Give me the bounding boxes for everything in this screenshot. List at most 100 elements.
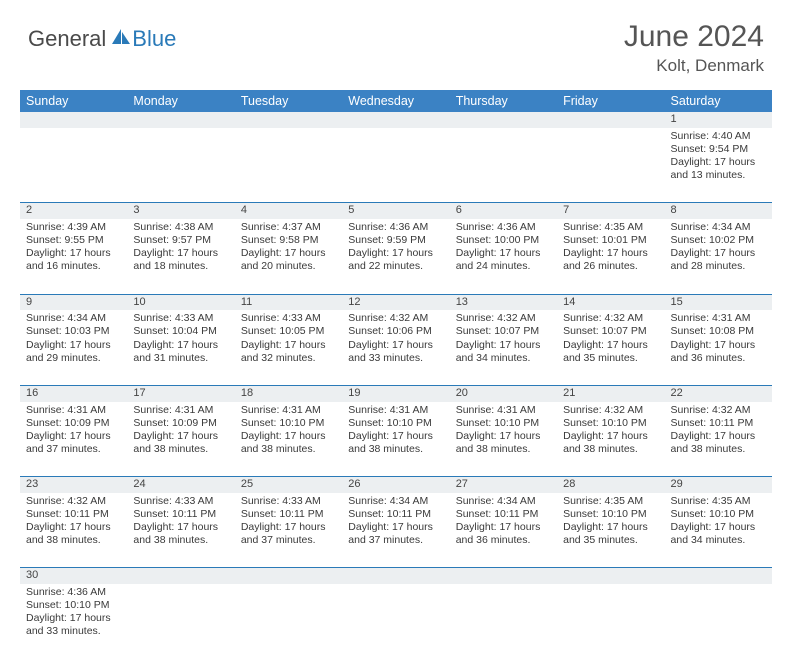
day-content-cell: Sunrise: 4:31 AMSunset: 10:10 PMDaylight… [235,402,342,477]
day-content-row: Sunrise: 4:34 AMSunset: 10:03 PMDaylight… [20,310,772,385]
sunset-text: Sunset: 10:09 PM [26,417,121,430]
day-content-cell: Sunrise: 4:31 AMSunset: 10:09 PMDaylight… [20,402,127,477]
sunrise-text: Sunrise: 4:34 AM [456,495,551,508]
day-number-cell: 3 [127,203,234,219]
sunset-text: Sunset: 10:08 PM [671,325,766,338]
day-content-cell: Sunrise: 4:33 AMSunset: 10:05 PMDaylight… [235,310,342,385]
daylight-text: Daylight: 17 hours [241,430,336,443]
sunset-text: Sunset: 9:54 PM [671,143,766,156]
daylight-text: and 31 minutes. [133,352,228,365]
sunset-text: Sunset: 9:57 PM [133,234,228,247]
daylight-text: and 38 minutes. [456,443,551,456]
daylight-text: Daylight: 17 hours [671,247,766,260]
sunrise-text: Sunrise: 4:36 AM [456,221,551,234]
weekday-header: Tuesday [235,90,342,112]
daylight-text: and 37 minutes. [241,534,336,547]
sunrise-text: Sunrise: 4:38 AM [133,221,228,234]
day-content-cell [557,584,664,659]
sunrise-text: Sunrise: 4:31 AM [241,404,336,417]
daylight-text: Daylight: 17 hours [456,430,551,443]
day-content-cell: Sunrise: 4:31 AMSunset: 10:10 PMDaylight… [450,402,557,477]
daylight-text: and 22 minutes. [348,260,443,273]
sunset-text: Sunset: 10:07 PM [456,325,551,338]
sunrise-text: Sunrise: 4:37 AM [241,221,336,234]
day-number-cell: 2 [20,203,127,219]
weekday-header: Thursday [450,90,557,112]
sunrise-text: Sunrise: 4:34 AM [26,312,121,325]
day-number-cell: 5 [342,203,449,219]
daylight-text: and 33 minutes. [26,625,121,638]
day-number-cell: 24 [127,477,234,493]
weekday-header: Monday [127,90,234,112]
day-number-cell [235,568,342,584]
sunset-text: Sunset: 10:10 PM [241,417,336,430]
day-content-cell: Sunrise: 4:37 AMSunset: 9:58 PMDaylight:… [235,219,342,294]
daylight-text: Daylight: 17 hours [26,521,121,534]
daylight-text: and 38 minutes. [133,443,228,456]
daylight-text: Daylight: 17 hours [133,430,228,443]
day-content-cell [665,584,772,659]
day-content-cell [127,584,234,659]
daylight-text: and 38 minutes. [26,534,121,547]
day-number-row: 2345678 [20,203,772,219]
daylight-text: and 35 minutes. [563,534,658,547]
daylight-text: Daylight: 17 hours [26,339,121,352]
daylight-text: Daylight: 17 hours [241,339,336,352]
sunrise-text: Sunrise: 4:40 AM [671,130,766,143]
sunset-text: Sunset: 10:11 PM [456,508,551,521]
day-number-cell: 25 [235,477,342,493]
sunset-text: Sunset: 10:10 PM [671,508,766,521]
day-number-cell: 7 [557,203,664,219]
day-number-cell [235,112,342,128]
sunrise-text: Sunrise: 4:32 AM [26,495,121,508]
day-number-cell: 29 [665,477,772,493]
sunrise-text: Sunrise: 4:35 AM [563,495,658,508]
day-content-row: Sunrise: 4:36 AMSunset: 10:10 PMDaylight… [20,584,772,659]
daylight-text: and 32 minutes. [241,352,336,365]
sunrise-text: Sunrise: 4:32 AM [671,404,766,417]
sunrise-text: Sunrise: 4:31 AM [348,404,443,417]
sunset-text: Sunset: 10:11 PM [671,417,766,430]
day-content-cell [127,128,234,203]
day-number-row: 1 [20,112,772,128]
day-number-cell [127,112,234,128]
daylight-text: Daylight: 17 hours [563,339,658,352]
daylight-text: and 38 minutes. [348,443,443,456]
sunrise-text: Sunrise: 4:32 AM [348,312,443,325]
daylight-text: and 28 minutes. [671,260,766,273]
logo: General Blue [28,20,176,52]
weekday-header-row: Sunday Monday Tuesday Wednesday Thursday… [20,90,772,112]
daylight-text: Daylight: 17 hours [456,521,551,534]
day-number-cell: 12 [342,294,449,310]
daylight-text: Daylight: 17 hours [241,247,336,260]
sunset-text: Sunset: 9:55 PM [26,234,121,247]
day-number-cell [342,112,449,128]
sunrise-text: Sunrise: 4:33 AM [241,495,336,508]
day-number-cell: 22 [665,385,772,401]
sunset-text: Sunset: 10:01 PM [563,234,658,247]
daylight-text: Daylight: 17 hours [133,339,228,352]
day-number-cell: 30 [20,568,127,584]
sunset-text: Sunset: 10:00 PM [456,234,551,247]
day-content-cell: Sunrise: 4:36 AMSunset: 9:59 PMDaylight:… [342,219,449,294]
day-content-row: Sunrise: 4:32 AMSunset: 10:11 PMDaylight… [20,493,772,568]
sunrise-text: Sunrise: 4:33 AM [133,495,228,508]
daylight-text: and 33 minutes. [348,352,443,365]
day-number-cell: 17 [127,385,234,401]
day-content-cell: Sunrise: 4:35 AMSunset: 10:10 PMDaylight… [557,493,664,568]
daylight-text: Daylight: 17 hours [671,156,766,169]
daylight-text: and 36 minutes. [456,534,551,547]
daylight-text: and 38 minutes. [241,443,336,456]
header-right: June 2024 Kolt, Denmark [624,20,764,76]
daylight-text: and 38 minutes. [563,443,658,456]
sunset-text: Sunset: 10:02 PM [671,234,766,247]
day-number-cell: 6 [450,203,557,219]
day-number-cell: 23 [20,477,127,493]
sunrise-text: Sunrise: 4:33 AM [241,312,336,325]
day-number-cell: 27 [450,477,557,493]
daylight-text: and 38 minutes. [671,443,766,456]
day-number-cell: 1 [665,112,772,128]
sunset-text: Sunset: 10:10 PM [456,417,551,430]
daylight-text: Daylight: 17 hours [563,247,658,260]
sunrise-text: Sunrise: 4:36 AM [348,221,443,234]
